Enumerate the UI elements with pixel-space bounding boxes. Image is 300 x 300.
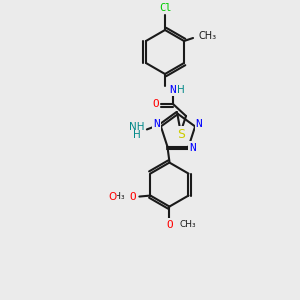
Text: N: N	[196, 119, 202, 129]
Text: H: H	[177, 85, 185, 95]
Text: O: O	[129, 192, 136, 202]
Text: N: N	[189, 142, 196, 153]
Text: CH₃: CH₃	[198, 31, 216, 41]
Text: CH₃: CH₃	[179, 220, 196, 229]
Text: N: N	[169, 85, 176, 95]
Text: O: O	[166, 220, 173, 230]
Text: Cl: Cl	[159, 3, 171, 13]
Text: H: H	[133, 130, 141, 140]
Text: O: O	[108, 192, 116, 202]
Text: NH: NH	[129, 122, 145, 132]
Text: S: S	[177, 128, 185, 140]
Text: N: N	[154, 119, 160, 129]
Text: CH₃: CH₃	[108, 192, 125, 201]
Text: O: O	[153, 99, 159, 109]
